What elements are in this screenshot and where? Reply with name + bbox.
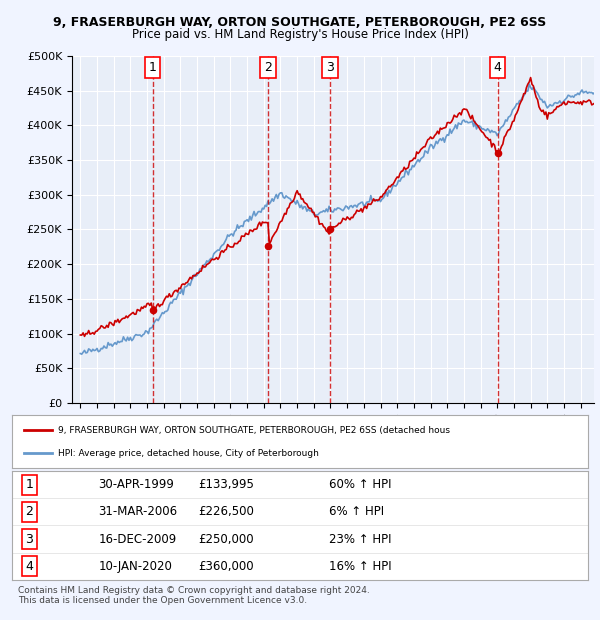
Text: 9, FRASERBURGH WAY, ORTON SOUTHGATE, PETERBOROUGH, PE2 6SS: 9, FRASERBURGH WAY, ORTON SOUTHGATE, PET… [53,16,547,29]
Text: 31-MAR-2006: 31-MAR-2006 [98,505,178,518]
Text: 23% ↑ HPI: 23% ↑ HPI [329,533,391,546]
Text: 16-DEC-2009: 16-DEC-2009 [98,533,176,546]
Text: 4: 4 [494,61,502,74]
Point [263,241,273,250]
Text: 3: 3 [326,61,334,74]
Text: 10-JAN-2020: 10-JAN-2020 [98,560,172,573]
Text: 16% ↑ HPI: 16% ↑ HPI [329,560,391,573]
Text: HPI: Average price, detached house, City of Peterborough: HPI: Average price, detached house, City… [58,449,319,458]
Point [493,148,503,158]
Text: £250,000: £250,000 [198,533,254,546]
Text: 2: 2 [25,505,33,518]
Text: 6% ↑ HPI: 6% ↑ HPI [329,505,384,518]
Text: £226,500: £226,500 [198,505,254,518]
Point [325,224,335,234]
Text: 1: 1 [25,478,33,491]
Text: Price paid vs. HM Land Registry's House Price Index (HPI): Price paid vs. HM Land Registry's House … [131,28,469,41]
Text: 60% ↑ HPI: 60% ↑ HPI [329,478,391,491]
Text: 1: 1 [149,61,157,74]
Text: £360,000: £360,000 [198,560,254,573]
Text: 3: 3 [25,533,33,546]
Text: Contains HM Land Registry data © Crown copyright and database right 2024.: Contains HM Land Registry data © Crown c… [18,586,370,595]
Text: £133,995: £133,995 [198,478,254,491]
Text: 4: 4 [25,560,33,573]
Text: 30-APR-1999: 30-APR-1999 [98,478,174,491]
Text: This data is licensed under the Open Government Licence v3.0.: This data is licensed under the Open Gov… [18,596,307,606]
Text: 9, FRASERBURGH WAY, ORTON SOUTHGATE, PETERBOROUGH, PE2 6SS (detached hous: 9, FRASERBURGH WAY, ORTON SOUTHGATE, PET… [58,426,450,435]
Text: 2: 2 [264,61,272,74]
Point [148,305,157,315]
